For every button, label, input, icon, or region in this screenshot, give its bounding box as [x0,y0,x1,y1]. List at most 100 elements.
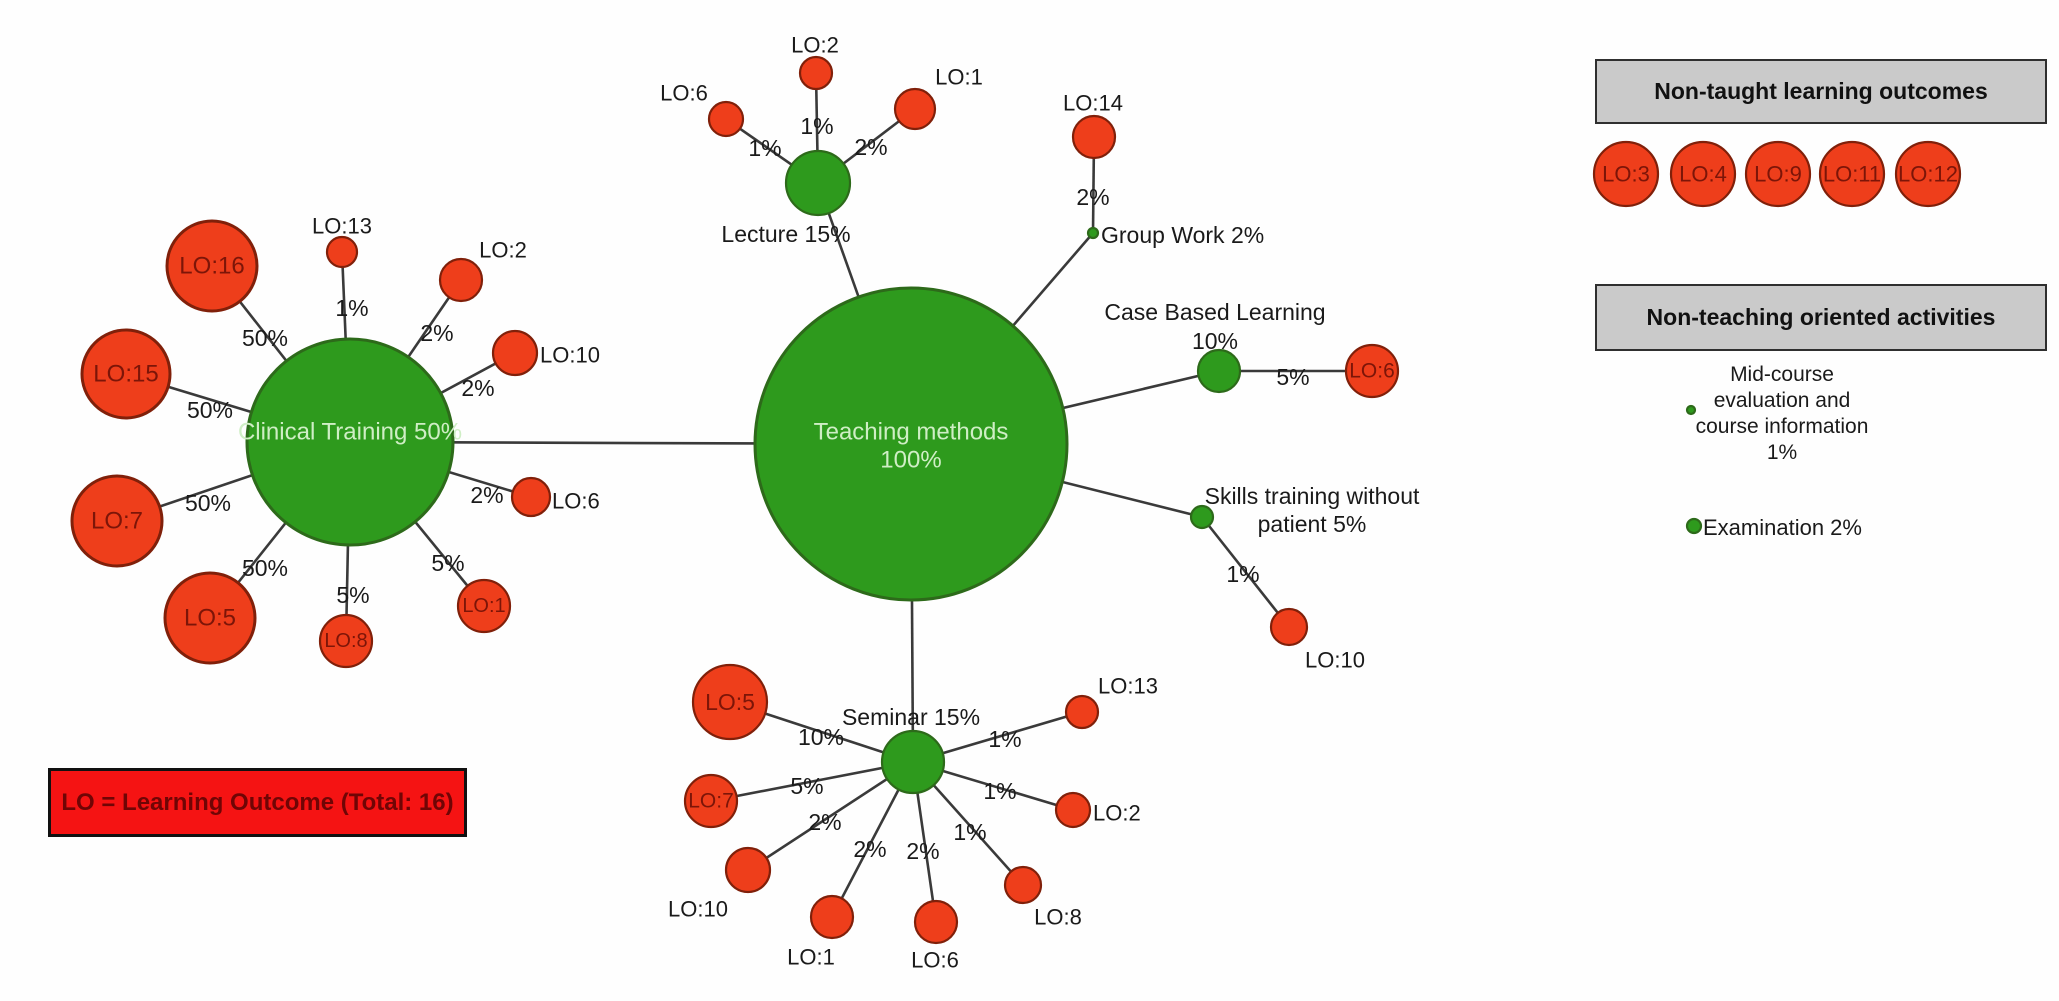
label-g-lo14-label: LO:14 [1063,91,1123,116]
node-label-c_lo8: LO:8 [324,630,367,652]
node-lecture [784,149,852,217]
node-g_lo14 [1071,114,1117,160]
node-m_lo2 [1054,791,1092,829]
node-m_lo8 [1003,865,1043,905]
label-pct-m-lo5: 10% [798,724,844,750]
label-l-lo2-label: LO:2 [791,33,839,58]
label-pct-c-lo2: 2% [420,320,453,346]
label-pct-c-lo15: 50% [187,397,233,423]
label-c-lo10-label: LO:10 [540,343,600,368]
label-pct-c-lo5: 50% [242,555,288,581]
node-lg_lo11 [1818,140,1886,208]
label-pct-c-lo10: 2% [461,375,494,401]
label-cbl-title-2: 10% [1192,328,1238,354]
label-l-lo6-label: LO:6 [660,81,708,106]
node-lg_lo12 [1894,140,1962,208]
node-c_lo2 [438,257,484,303]
node-l_lo1 [893,87,937,131]
legend-non-teaching-title: Non-teaching oriented activities [1646,304,1996,330]
label-seminar-title: Seminar 15% [842,704,980,730]
label-pct-m-lo2: 1% [983,778,1016,804]
legend-non-taught-box: Non-taught learning outcomes [1595,59,2047,124]
label-cbl-title-1: Case Based Learning [1104,299,1325,325]
label-teaching-methods-title: Teaching methods [814,419,1009,446]
label-pct-l-lo1: 2% [854,134,887,160]
edge-seminar-m_lo10 [747,760,914,872]
label-m-lo1-label: LO:1 [787,945,835,970]
lo-note-text: LO = Learning Outcome (Total: 16) [61,788,454,816]
node-l_lo6 [707,100,745,138]
label-pct-m-lo10: 2% [808,809,841,835]
lo-note-box: LO = Learning Outcome (Total: 16) [48,768,467,837]
node-label-lg_lo9: LO:9 [1754,162,1802,187]
label-pct-b-lo6: 5% [1276,364,1309,390]
legend-midcourse-line-4: 1% [1766,441,1798,464]
node-lg_lo4 [1669,140,1737,208]
edge-seminar-m_lo7 [710,760,914,803]
node-label-c_lo7: LO:7 [91,508,143,535]
legend-midcourse-text: Mid-course evaluation and course informa… [1632,362,1932,466]
label-m-lo8-label: LO:8 [1034,905,1082,930]
label-pct-g-lo14: 2% [1076,184,1109,210]
node-label-b_lo6: LO:6 [1349,360,1395,383]
label-clinical-training-title: Clinical Training 50% [238,419,462,446]
label-pct-c-lo13: 1% [335,295,368,321]
node-c_lo15 [80,328,172,420]
node-c_lo10 [491,329,539,377]
node-m_lo10 [724,846,772,894]
node-c_lo6 [510,476,552,518]
node-label-m_lo5: LO:5 [705,689,755,715]
label-m-lo10-label: LO:10 [668,897,728,922]
legend-non-teaching-box: Non-teaching oriented activities [1595,284,2047,351]
node-lg_dot_midcourse [1685,404,1697,416]
node-label-c_lo5: LO:5 [184,605,236,632]
label-pct-c-lo1: 5% [431,550,464,576]
node-m_lo6 [913,899,959,945]
label-teaching-methods-pct: 100% [880,447,941,474]
label-m-lo13-label: LO:13 [1098,674,1158,699]
label-pct-c-lo6: 2% [470,482,503,508]
label-pct-c-lo8: 5% [336,582,369,608]
node-c_lo1 [456,578,512,634]
label-pct-s-lo10: 1% [1226,561,1259,587]
legend-midcourse-line-3: course information [1695,415,1869,438]
node-m_lo1 [809,894,855,940]
node-label-lg_lo11: LO:11 [1823,162,1881,187]
label-pct-m-lo8: 1% [953,819,986,845]
node-c_lo7 [70,474,164,568]
label-m-lo6-label: LO:6 [911,948,959,973]
node-label-c_lo15: LO:15 [93,361,158,388]
label-skills-title-2: patient 5% [1258,511,1367,537]
node-skills [1189,504,1215,530]
label-pct-m-lo13: 1% [988,726,1021,752]
legend-non-taught-title: Non-taught learning outcomes [1654,78,1988,104]
node-teaching [753,286,1069,602]
node-c_lo16 [165,219,259,313]
label-pct-m-lo7: 5% [790,773,823,799]
label-pct-m-lo1: 2% [853,836,886,862]
label-c-lo13-label: LO:13 [312,214,372,239]
label-pct-c-lo7: 50% [185,490,231,516]
label-c-lo6-label: LO:6 [552,489,600,514]
node-b_lo6 [1344,343,1400,399]
label-pct-l-lo6: 1% [748,135,781,161]
node-m_lo7 [683,773,739,829]
legend-midcourse-line-1: Mid-course [1730,363,1834,386]
node-c_lo13 [325,235,359,269]
legend-examination-text: Examination 2% [1703,515,1862,540]
node-label-c_lo1: LO:1 [462,595,505,617]
label-pct-l-lo2: 1% [800,113,833,139]
node-cbl [1196,348,1242,394]
label-c-lo2-label: LO:2 [479,238,527,263]
node-label-c_lo16: LO:16 [179,253,244,280]
node-lg_dot_exam [1685,517,1703,535]
label-m-lo2-label: LO:2 [1093,801,1141,826]
node-m_lo13 [1064,694,1100,730]
label-skills-title-1: Skills training without [1205,483,1420,509]
node-lg_lo3 [1592,140,1660,208]
node-label-lg_lo4: LO:4 [1679,162,1727,187]
node-groupwork [1086,226,1100,240]
label-groupwork-title: Group Work 2% [1101,222,1264,248]
